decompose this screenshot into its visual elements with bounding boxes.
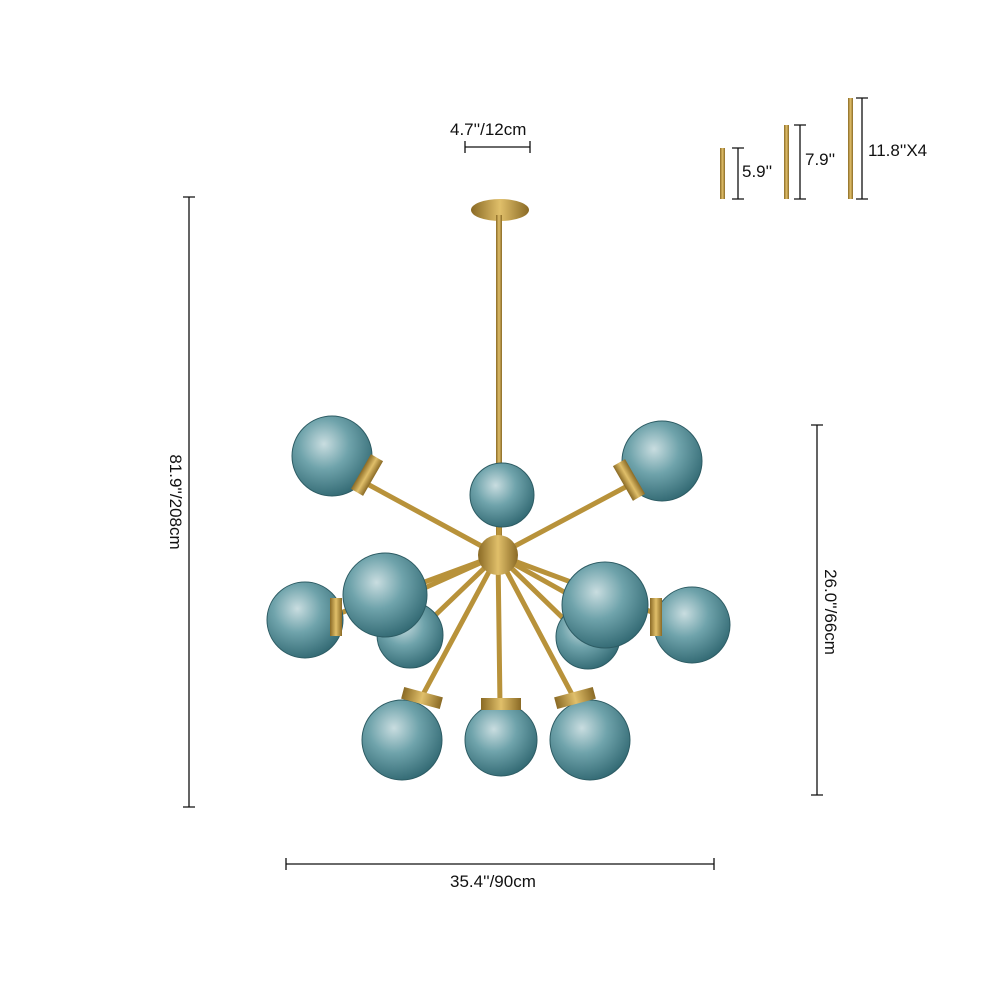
spare-rods (720, 98, 853, 199)
total-height-label: 81.9''/208cm (166, 454, 185, 550)
canopy-width-label: 4.7''/12cm (450, 120, 527, 139)
rod-label-short: 5.9'' (742, 162, 773, 181)
chandelier (266, 199, 731, 781)
fixture-height-label: 26.0''/66cm (821, 569, 840, 655)
fixture-width-label: 35.4''/90cm (450, 872, 536, 891)
dimension-lines (183, 97, 868, 870)
rod-label-long: 11.8''X4 (868, 141, 928, 160)
rod-label-medium: 7.9'' (805, 150, 836, 169)
